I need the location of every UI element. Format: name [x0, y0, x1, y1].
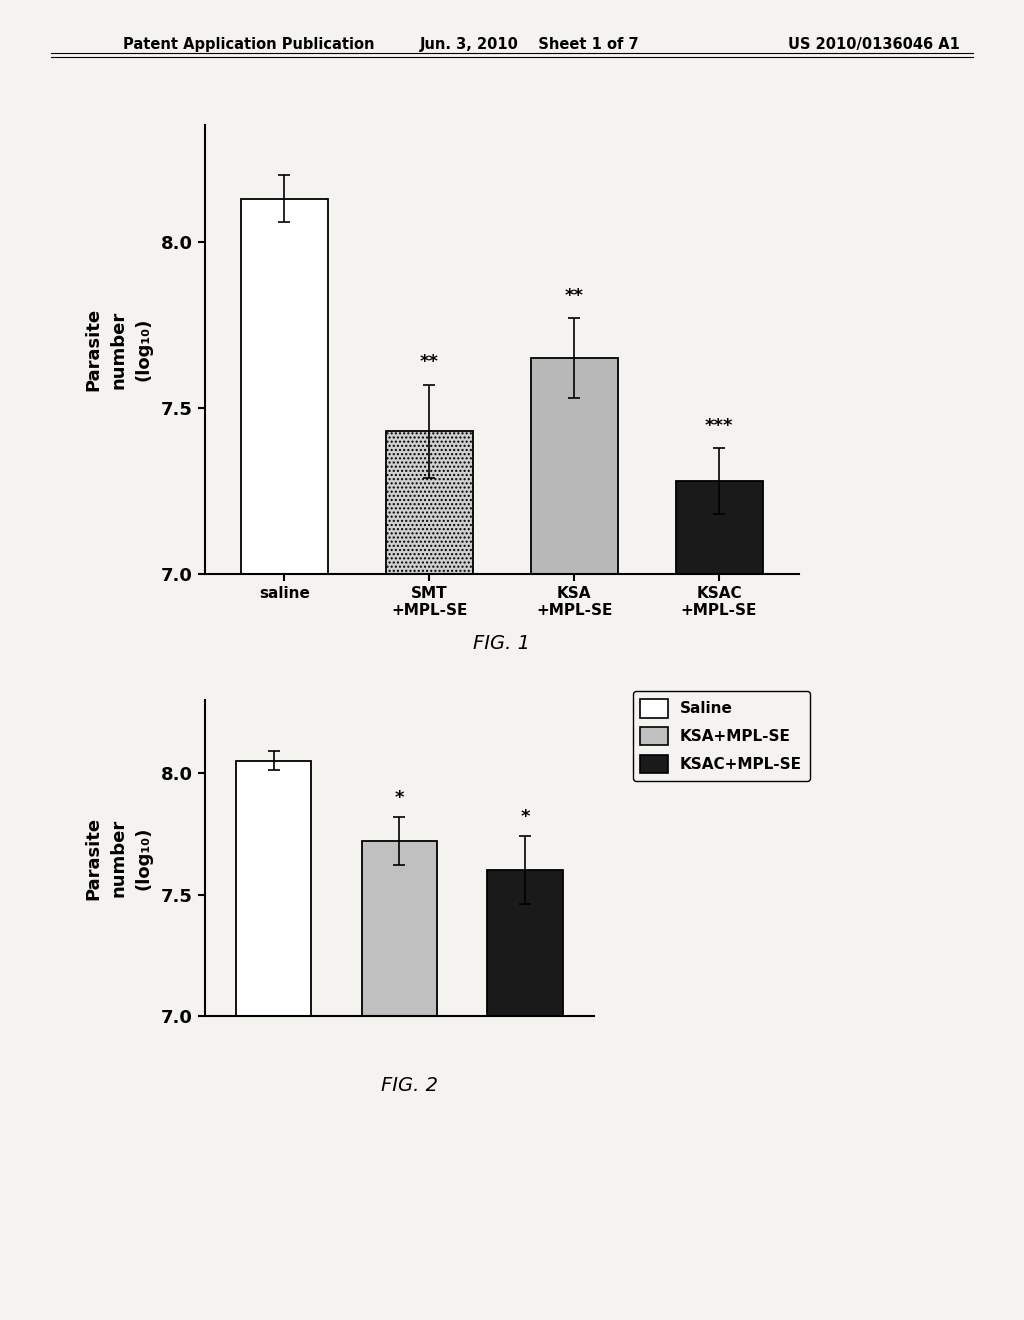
Bar: [241, 198, 328, 574]
Bar: [530, 358, 617, 574]
Bar: [361, 841, 437, 1016]
Text: ***: ***: [705, 417, 733, 434]
Bar: [386, 432, 473, 574]
Bar: [676, 480, 763, 574]
Text: Jun. 3, 2010    Sheet 1 of 7: Jun. 3, 2010 Sheet 1 of 7: [420, 37, 639, 51]
Bar: [487, 870, 562, 1016]
Legend: Saline, KSA+MPL-SE, KSAC+MPL-SE: Saline, KSA+MPL-SE, KSAC+MPL-SE: [633, 692, 810, 781]
Bar: [237, 760, 311, 1016]
Text: Patent Application Publication: Patent Application Publication: [123, 37, 375, 51]
Text: **: **: [564, 286, 584, 305]
Text: US 2010/0136046 A1: US 2010/0136046 A1: [788, 37, 961, 51]
Y-axis label: Parasite
number
(log₁₀): Parasite number (log₁₀): [85, 817, 153, 899]
Text: *: *: [394, 789, 404, 807]
Text: FIG. 1: FIG. 1: [473, 634, 530, 652]
Text: FIG. 2: FIG. 2: [381, 1076, 438, 1094]
Y-axis label: Parasite
number
(log₁₀): Parasite number (log₁₀): [85, 309, 153, 391]
Text: *: *: [520, 808, 529, 826]
Text: **: **: [420, 354, 439, 371]
